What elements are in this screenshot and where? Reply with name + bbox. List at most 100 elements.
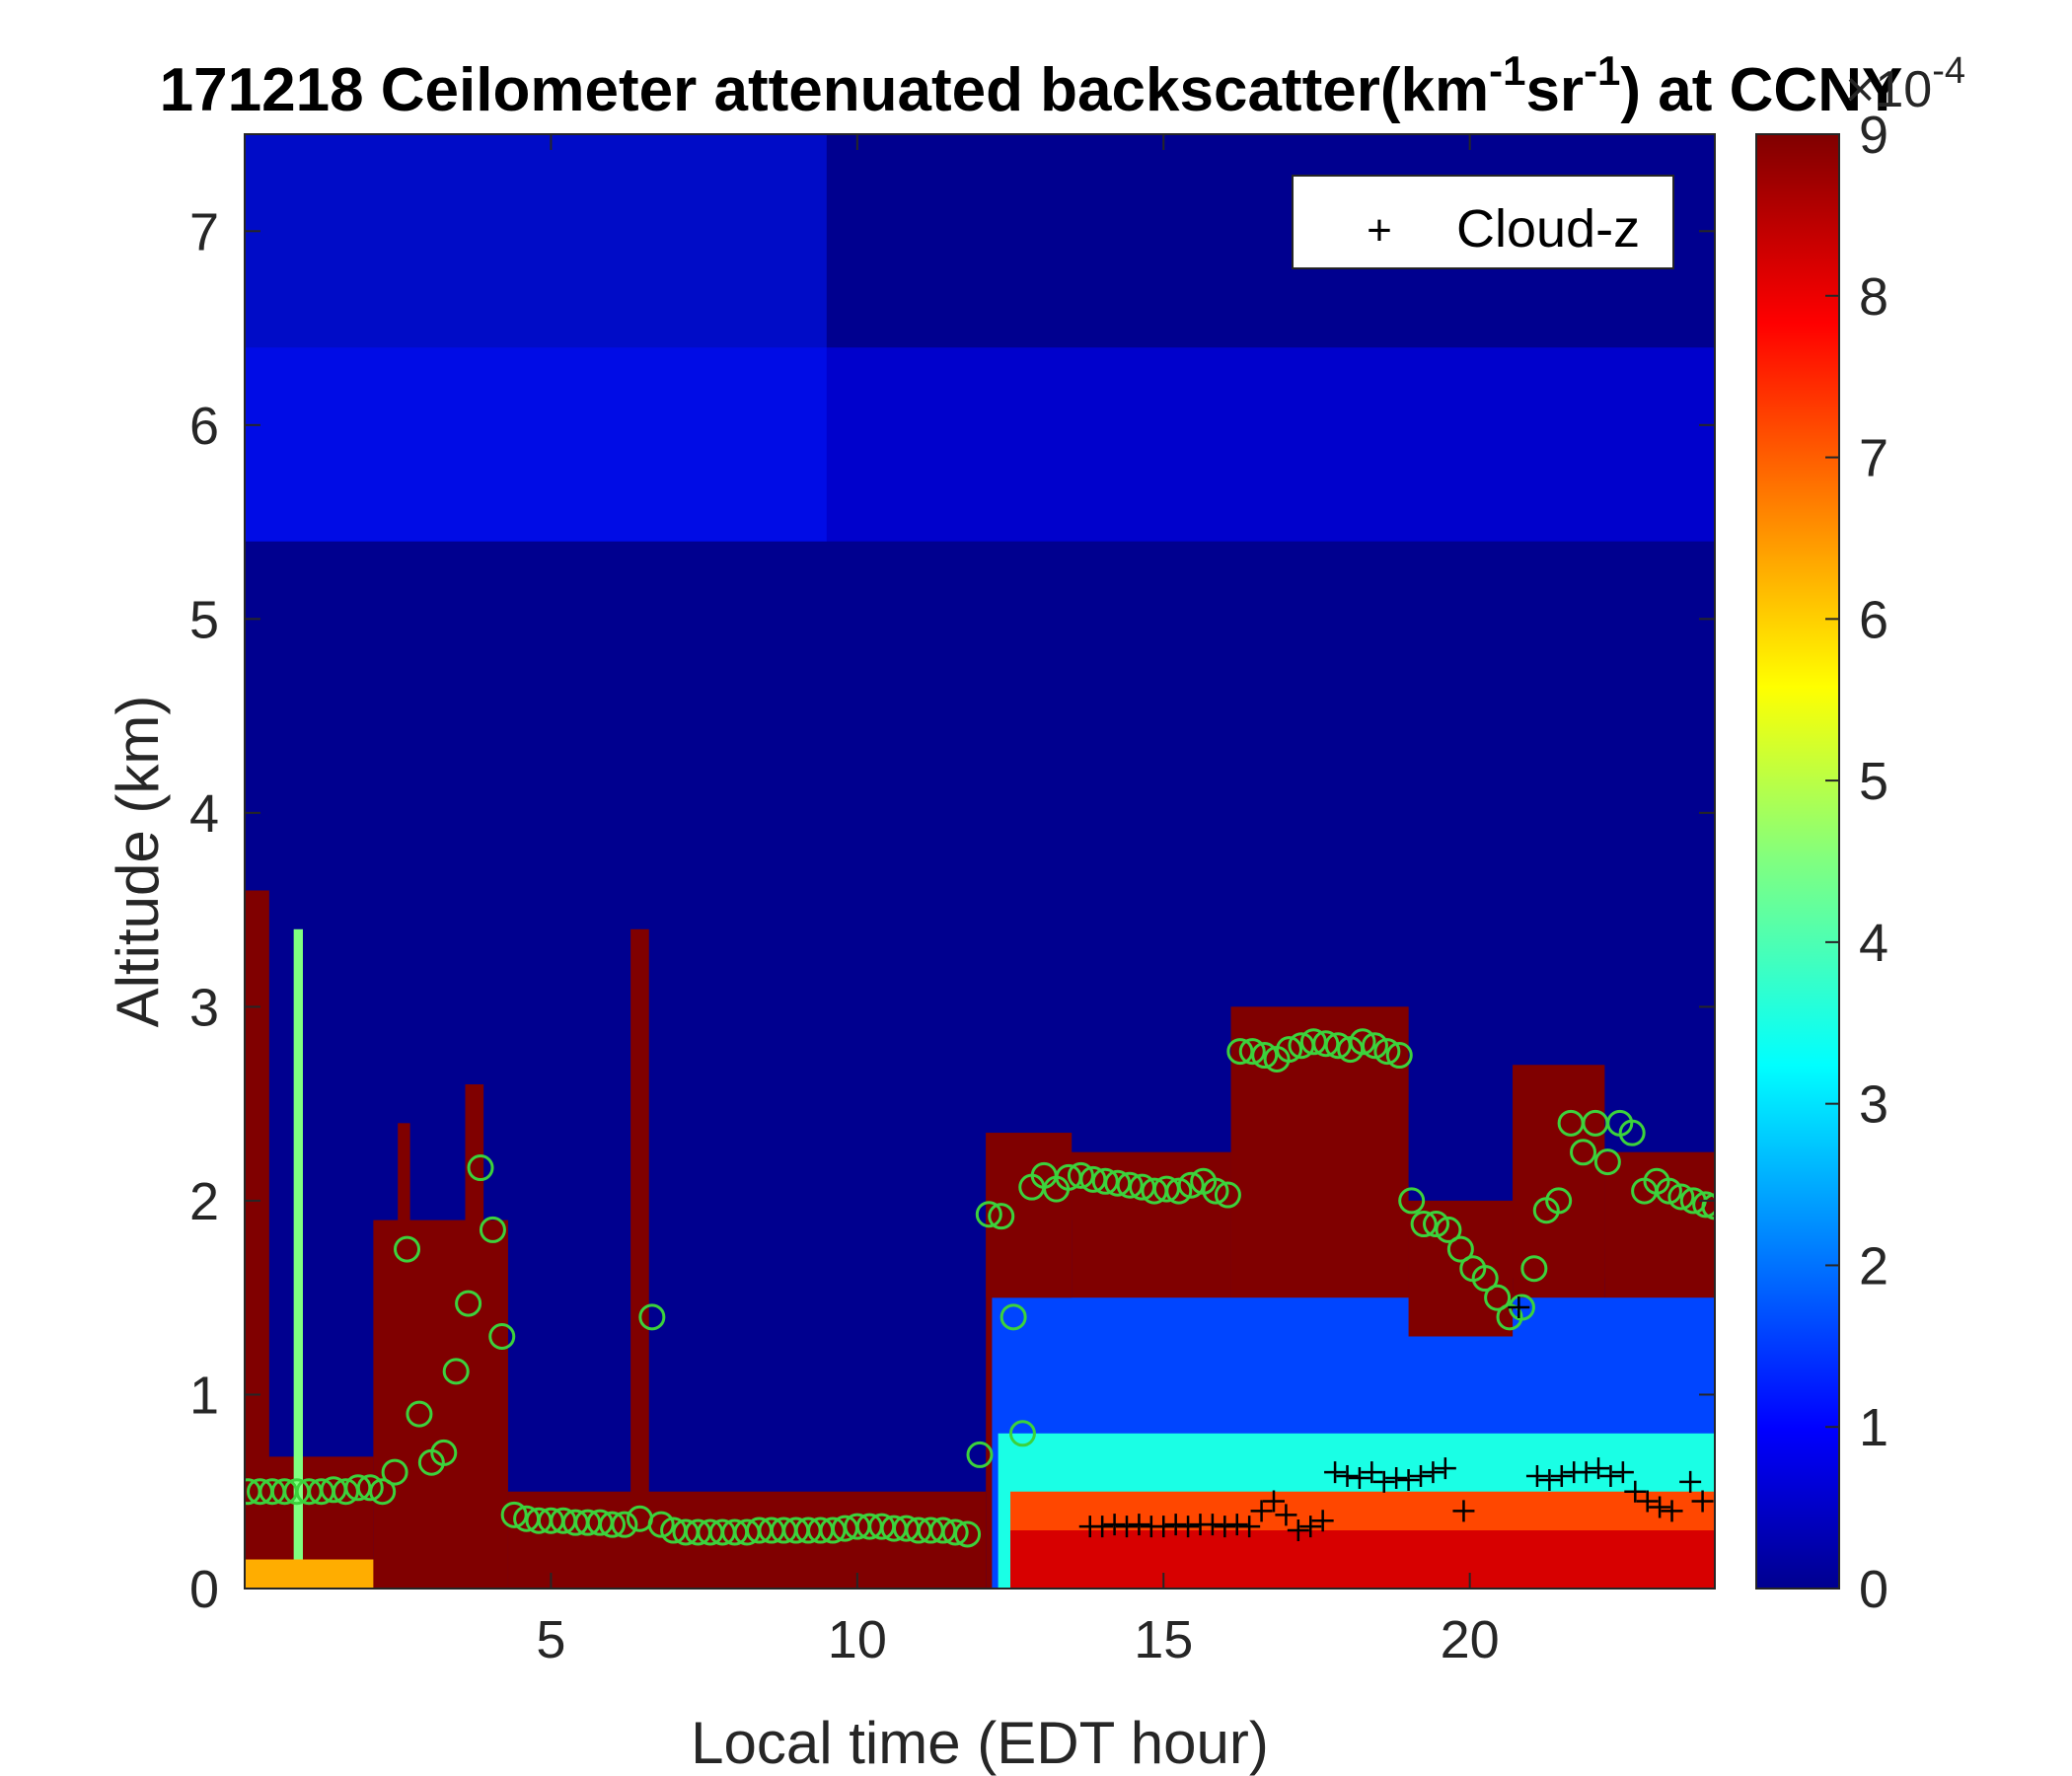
cloud-z-series	[1078, 1296, 1714, 1542]
circle-marker	[1701, 1193, 1715, 1221]
circle-marker	[1618, 1119, 1646, 1147]
circle-marker	[1373, 1038, 1401, 1066]
circle-marker	[638, 1303, 666, 1331]
cloud-z-marker	[1372, 1470, 1395, 1493]
cloud-z-marker	[1508, 1296, 1530, 1319]
cloud-z-marker	[1385, 1466, 1408, 1489]
cloud-z-marker	[1214, 1516, 1236, 1538]
y-axis-label: Altitude (km)	[105, 696, 171, 1028]
cloud-z-marker	[1624, 1480, 1647, 1503]
y-tick-label: 3	[189, 978, 219, 1037]
cloud-z-marker	[1636, 1490, 1659, 1513]
legend-entry-cloud-z: Cloud-z	[1456, 199, 1640, 259]
circle-marker	[1398, 1187, 1426, 1215]
cloud-z-marker	[1422, 1461, 1444, 1484]
cloud-z-marker	[1275, 1504, 1297, 1526]
circle-marker	[467, 1154, 494, 1182]
legend-box	[1292, 175, 1674, 269]
cloud-z-marker	[1324, 1461, 1347, 1484]
circle-marker	[999, 1303, 1027, 1331]
backscatter-cell	[630, 928, 649, 1589]
y-tick-label: 2	[189, 1172, 219, 1231]
circle-marker	[1593, 1148, 1621, 1176]
title-exponent-2: -1	[1584, 47, 1620, 94]
circle-marker	[611, 1511, 638, 1538]
circle-marker	[1545, 1187, 1573, 1215]
cloud-z-marker	[1152, 1516, 1175, 1538]
cloud-z-marker	[1311, 1510, 1334, 1532]
cloud-z-marker	[1434, 1457, 1456, 1480]
y-tick-label: 0	[189, 1560, 219, 1619]
circle-marker	[479, 1216, 506, 1243]
colorbar-multiplier: ×10-4	[1845, 50, 1965, 118]
circle-marker	[1361, 1032, 1388, 1060]
cloud-z-marker	[1116, 1516, 1138, 1538]
circle-marker	[442, 1358, 470, 1385]
y-tick-label: 5	[189, 590, 219, 649]
legend-plus-icon: +	[1367, 206, 1392, 255]
x-axis-label: Local time (EDT hour)	[691, 1710, 1269, 1776]
circle-marker	[1177, 1171, 1205, 1199]
colorbar-multiplier-exponent: -4	[1932, 50, 1965, 92]
circle-marker	[1484, 1284, 1512, 1311]
cloud-z-marker	[1679, 1470, 1702, 1493]
cloud-z-marker	[1177, 1516, 1200, 1538]
title-end: ) at CCNY	[1620, 56, 1902, 124]
y-tick-label: 4	[189, 784, 219, 844]
circle-marker	[430, 1439, 458, 1466]
circle-marker	[647, 1511, 675, 1538]
x-axis-ticks: 5 10 15 20	[536, 134, 1500, 1669]
cloud-band-cell	[1604, 1151, 1715, 1250]
cloud-z-marker	[1287, 1519, 1309, 1542]
chart-title: 171218 Ceilometer attenuated backscatter…	[160, 47, 1903, 124]
circle-marker	[1349, 1028, 1376, 1056]
cloud-z-marker	[1238, 1516, 1261, 1538]
circle-marker	[1423, 1211, 1450, 1238]
cloud-z-marker	[1250, 1500, 1273, 1522]
cloud-z-marker	[1649, 1496, 1671, 1518]
x-tick-label: 10	[828, 1610, 887, 1669]
legend: + Cloud-z	[1292, 175, 1674, 269]
cloud-z-marker	[1225, 1514, 1248, 1536]
circle-marker	[988, 1203, 1015, 1230]
circle-marker	[1435, 1216, 1462, 1243]
y-tick-label: 1	[189, 1366, 219, 1425]
colorbar-tick-label: 1	[1859, 1398, 1888, 1457]
y-tick-label: 7	[189, 202, 219, 261]
circle-marker	[954, 1520, 982, 1548]
circle-marker	[1655, 1177, 1682, 1205]
circle-marker	[1667, 1183, 1695, 1211]
circle-marker	[1312, 1030, 1340, 1058]
colorbar-tick-label: 8	[1859, 267, 1888, 327]
circle-marker	[356, 1474, 384, 1502]
circle-marker	[1570, 1139, 1597, 1166]
circle-marker	[500, 1501, 528, 1528]
backscatter-cell	[245, 1559, 374, 1589]
x-tick-label: 5	[536, 1610, 565, 1669]
cloud-z-marker	[1361, 1461, 1383, 1484]
backscatter-layers	[245, 134, 1715, 1589]
cloud-z-marker	[1299, 1516, 1322, 1538]
cloud-z-marker	[1397, 1468, 1420, 1491]
circle-marker	[1214, 1181, 1241, 1209]
circle-marker	[1202, 1177, 1229, 1205]
cloud-z-marker	[1691, 1490, 1714, 1513]
cloud-z-marker	[1599, 1465, 1622, 1488]
title-exponent-1: -1	[1489, 47, 1525, 94]
cloud-z-marker	[1091, 1516, 1114, 1538]
circle-marker	[1471, 1265, 1499, 1293]
circle-marker	[1116, 1171, 1144, 1199]
circle-marker	[1238, 1038, 1266, 1066]
cloud-z-marker	[1661, 1500, 1683, 1522]
circle-marker	[1251, 1042, 1279, 1070]
circle-marker	[1385, 1042, 1413, 1070]
circle-marker-series	[245, 1028, 1715, 1548]
y-tick-label: 6	[189, 397, 219, 456]
plot-frame	[244, 133, 1716, 1590]
cloud-z-marker	[1128, 1514, 1150, 1536]
cloud-z-marker	[1164, 1514, 1187, 1536]
cloud-z-marker	[1588, 1457, 1610, 1480]
cloud-z-marker	[1538, 1468, 1561, 1491]
cloud-z-marker	[1452, 1500, 1475, 1522]
